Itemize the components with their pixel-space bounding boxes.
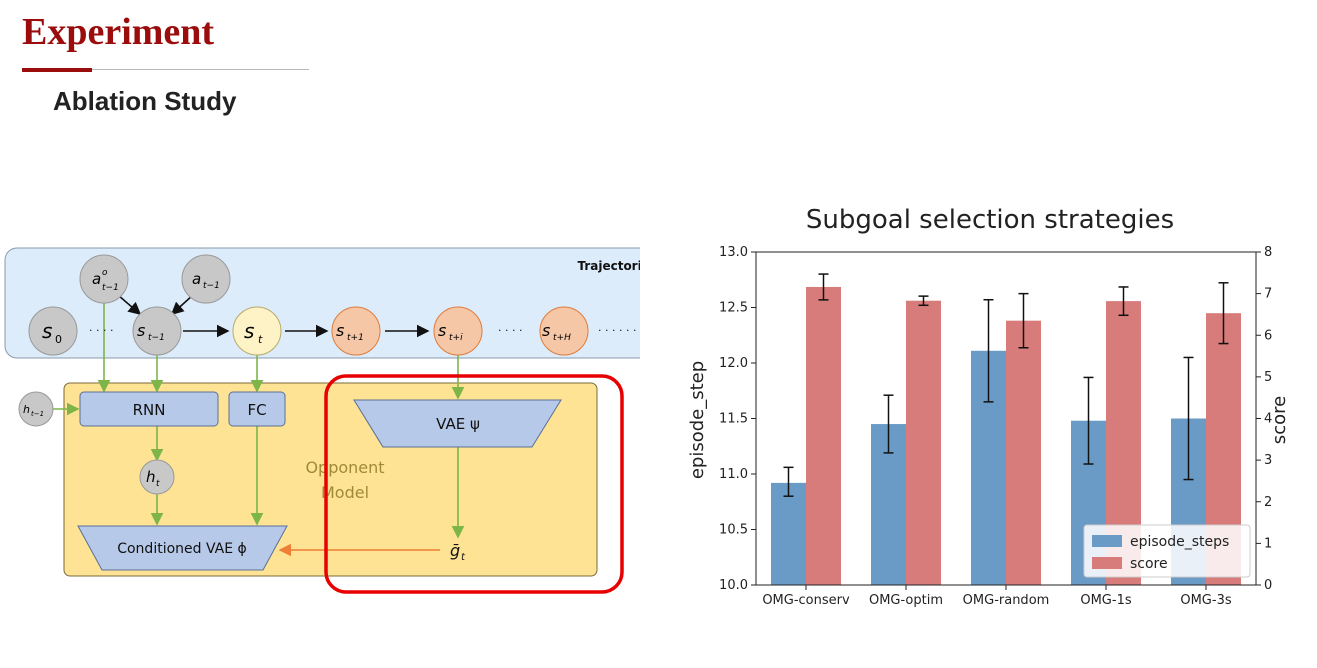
ellipsis-3: · · · · · · [598,324,636,337]
bar-score [1006,320,1041,585]
node-s-t: s t [232,306,282,356]
title-rule [22,69,309,70]
title-rule-accent [22,68,92,72]
y-tick-label-left: 13.0 [719,245,748,260]
subgoal-chart: Subgoal selection strategies OMG-conserv… [687,205,1290,608]
x-tick-label: OMG-optim [869,593,943,608]
svg-text:Conditioned VAE ϕ: Conditioned VAE ϕ [117,541,247,557]
model-label-line2: Model [321,483,369,502]
x-tick-label: OMG-1s [1080,593,1131,608]
ellipsis-2: · · · · [498,324,522,337]
svg-text:t+H: t+H [553,333,571,343]
svg-text:0: 0 [55,333,62,346]
y-axis-label-left: episode_step [687,361,708,479]
svg-text:a: a [92,270,101,288]
bar-score [906,300,941,585]
svg-text:o: o [102,268,108,278]
vae-psi-block: VAE ψ [353,399,562,448]
bar-episode-steps [771,482,806,585]
y-tick-label-right: 7 [1264,287,1272,302]
svg-text:t: t [258,333,263,346]
svg-text:t−1: t−1 [102,283,119,293]
conditioned-vae-block: Conditioned VAE ϕ [77,525,288,571]
rnn-block: RNN [79,391,219,427]
node-a-o-prev: a o t−1 [79,254,129,304]
x-tick-label: OMG-3s [1180,593,1231,608]
model-label-line1: Opponent [305,458,384,477]
y-tick-label-right: 5 [1264,370,1272,385]
y-tick-label-right: 3 [1264,453,1272,468]
y-tick-label-left: 10.0 [719,578,748,593]
x-tick-label: OMG-conserv [762,593,850,608]
chart-title: Subgoal selection strategies [806,205,1174,235]
y-axis-label-right: score [1269,396,1290,444]
y-tick-label-left: 10.5 [719,523,748,538]
svg-text:t: t [461,552,466,563]
bar-score [806,286,841,585]
svg-text:s: s [542,321,550,340]
y-tick-label-left: 11.0 [719,467,748,482]
node-s0: s 0 [28,306,78,356]
legend-swatch-episode-steps [1092,535,1122,547]
svg-text:s: s [244,319,254,343]
svg-text:RNN: RNN [133,401,166,419]
legend-label-score: score [1130,556,1168,572]
svg-text:FC: FC [247,401,266,419]
svg-text:s: s [137,321,145,340]
x-tick-label: OMG-random [963,593,1050,608]
y-tick-label-left: 11.5 [719,412,748,427]
svg-text:s: s [336,321,344,340]
svg-text:t+i: t+i [449,333,463,343]
y-tick-label-right: 8 [1264,245,1272,260]
svg-text:t−1: t−1 [203,281,220,291]
slide-title: Experiment [22,11,215,53]
svg-text:t−1: t−1 [148,333,165,343]
ellipsis-1: · · · · [89,324,113,337]
fc-block: FC [228,391,286,427]
legend-label-episode-steps: episode_steps [1130,534,1229,550]
y-tick-label-left: 12.0 [719,356,748,371]
legend-swatch-score [1092,557,1122,569]
node-s-i: s t+i [433,306,483,356]
y-tick-label-right: 6 [1264,328,1272,343]
svg-text:s: s [42,319,52,343]
node-s-prev: s t−1 [132,306,182,356]
svg-text:ḡ: ḡ [450,541,460,560]
svg-text:t+1: t+1 [347,333,364,343]
node-g-t: ḡ t [450,541,466,563]
y-tick-label-right: 4 [1264,412,1272,427]
y-tick-label-left: 12.5 [719,301,748,316]
node-a-prev: a t−1 [181,254,231,304]
slide-subtitle: Ablation Study [53,86,237,116]
node-s-H: s t+H [539,306,589,356]
svg-text:a: a [192,270,201,288]
svg-text:h: h [23,403,30,416]
svg-text:VAE ψ: VAE ψ [436,415,480,433]
svg-text:s: s [438,321,446,340]
svg-text:h: h [146,468,156,486]
node-s-next: s t+1 [331,306,381,356]
y-tick-label-right: 2 [1264,495,1272,510]
opponent-model-diagram: Trajectories Opponent Model a o t−1 a t−… [4,247,640,594]
node-h-prev: h t−1 [18,391,54,427]
y-tick-label-right: 0 [1264,578,1272,593]
svg-text:t: t [156,479,160,489]
y-tick-label-right: 1 [1264,536,1272,551]
trajectories-label: Trajectories [577,259,640,273]
highlight-box [324,374,624,594]
legend-box [1083,524,1251,578]
svg-text:t−1: t−1 [31,410,44,418]
node-h-t: h t [139,459,175,495]
